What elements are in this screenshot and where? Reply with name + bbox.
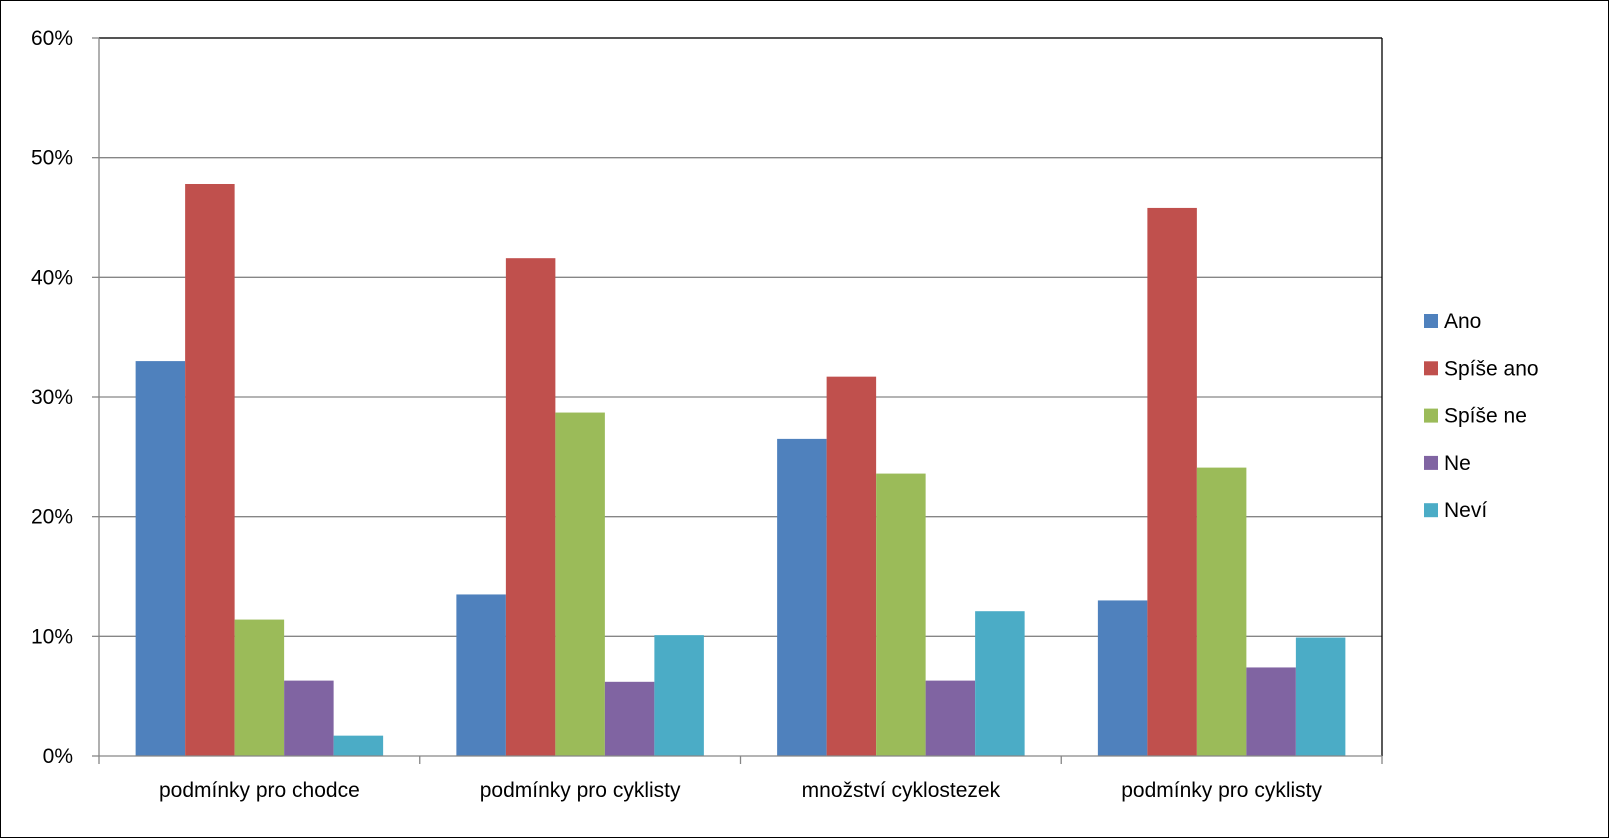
bar-1-spíše-ano <box>185 183 235 756</box>
bar-4-spíše-ne <box>1196 467 1247 756</box>
legend: Ano Spíše ano Spíše ne Ne Neví <box>1424 310 1539 522</box>
legend-swatch-ne <box>1424 455 1438 470</box>
x-tick-label-4: podmínky pro cyklisty <box>1121 779 1322 802</box>
bar-2-neví <box>654 635 704 756</box>
bar-4-ne <box>1246 667 1296 756</box>
bar-3-neví <box>975 611 1025 756</box>
bar-2-ne <box>604 681 655 756</box>
y-tick-label-6: 60% <box>31 27 73 50</box>
legend-swatch-ano <box>1424 314 1438 328</box>
bar-4-spíše-ano <box>1147 207 1197 757</box>
bar-4-neví <box>1295 637 1346 756</box>
y-tick-label-4: 40% <box>31 266 73 289</box>
bar-3-spíše-ne <box>876 473 926 756</box>
x-tick-label-1: podmínky pro chodce <box>159 779 360 802</box>
y-tick-labels: 0% 10% 20% 30% 40% 50% 60% <box>31 27 73 768</box>
bar-3-ano <box>777 438 827 756</box>
y-tick-label-1: 10% <box>31 625 73 648</box>
bar-3-spíše-ano <box>826 376 877 756</box>
bar-3-ne <box>925 680 976 756</box>
bar-2-spíše-ano <box>505 258 556 756</box>
bar-1-ano <box>135 361 186 756</box>
legend-label-spíše-ne: Spíše ne <box>1444 405 1527 428</box>
y-tick-label-2: 20% <box>31 506 73 529</box>
x-tick-labels: podmínky pro chodce podmínky pro cyklisty… <box>159 779 1323 802</box>
legend-label-ne: Ne <box>1444 452 1471 475</box>
bar-1-neví <box>333 735 384 756</box>
x-tick-label-2: podmínky pro cyklisty <box>480 779 681 802</box>
legend-swatch-neví <box>1424 503 1438 518</box>
legend-label-spíše-ano: Spíše ano <box>1444 357 1539 380</box>
legend-swatch-spíše-ne <box>1424 408 1438 423</box>
legend-label-neví: Neví <box>1444 499 1487 522</box>
legend-label-ano: Ano <box>1444 310 1481 333</box>
bar-4-ano <box>1097 600 1148 756</box>
y-tick-label-5: 50% <box>31 147 73 170</box>
bar-2-spíše-ne <box>555 412 605 756</box>
bar-2-ano <box>456 594 506 756</box>
y-tick-label-0: 0% <box>43 745 73 768</box>
bar-1-spíše-ne <box>234 619 285 756</box>
axes <box>92 37 1383 764</box>
bar-1-ne <box>284 680 334 756</box>
bars <box>135 183 1346 757</box>
x-tick-label-3: množství cyklostezek <box>802 779 1001 802</box>
y-tick-label-3: 30% <box>31 386 73 409</box>
legend-swatch-spíše-ano <box>1424 361 1438 376</box>
